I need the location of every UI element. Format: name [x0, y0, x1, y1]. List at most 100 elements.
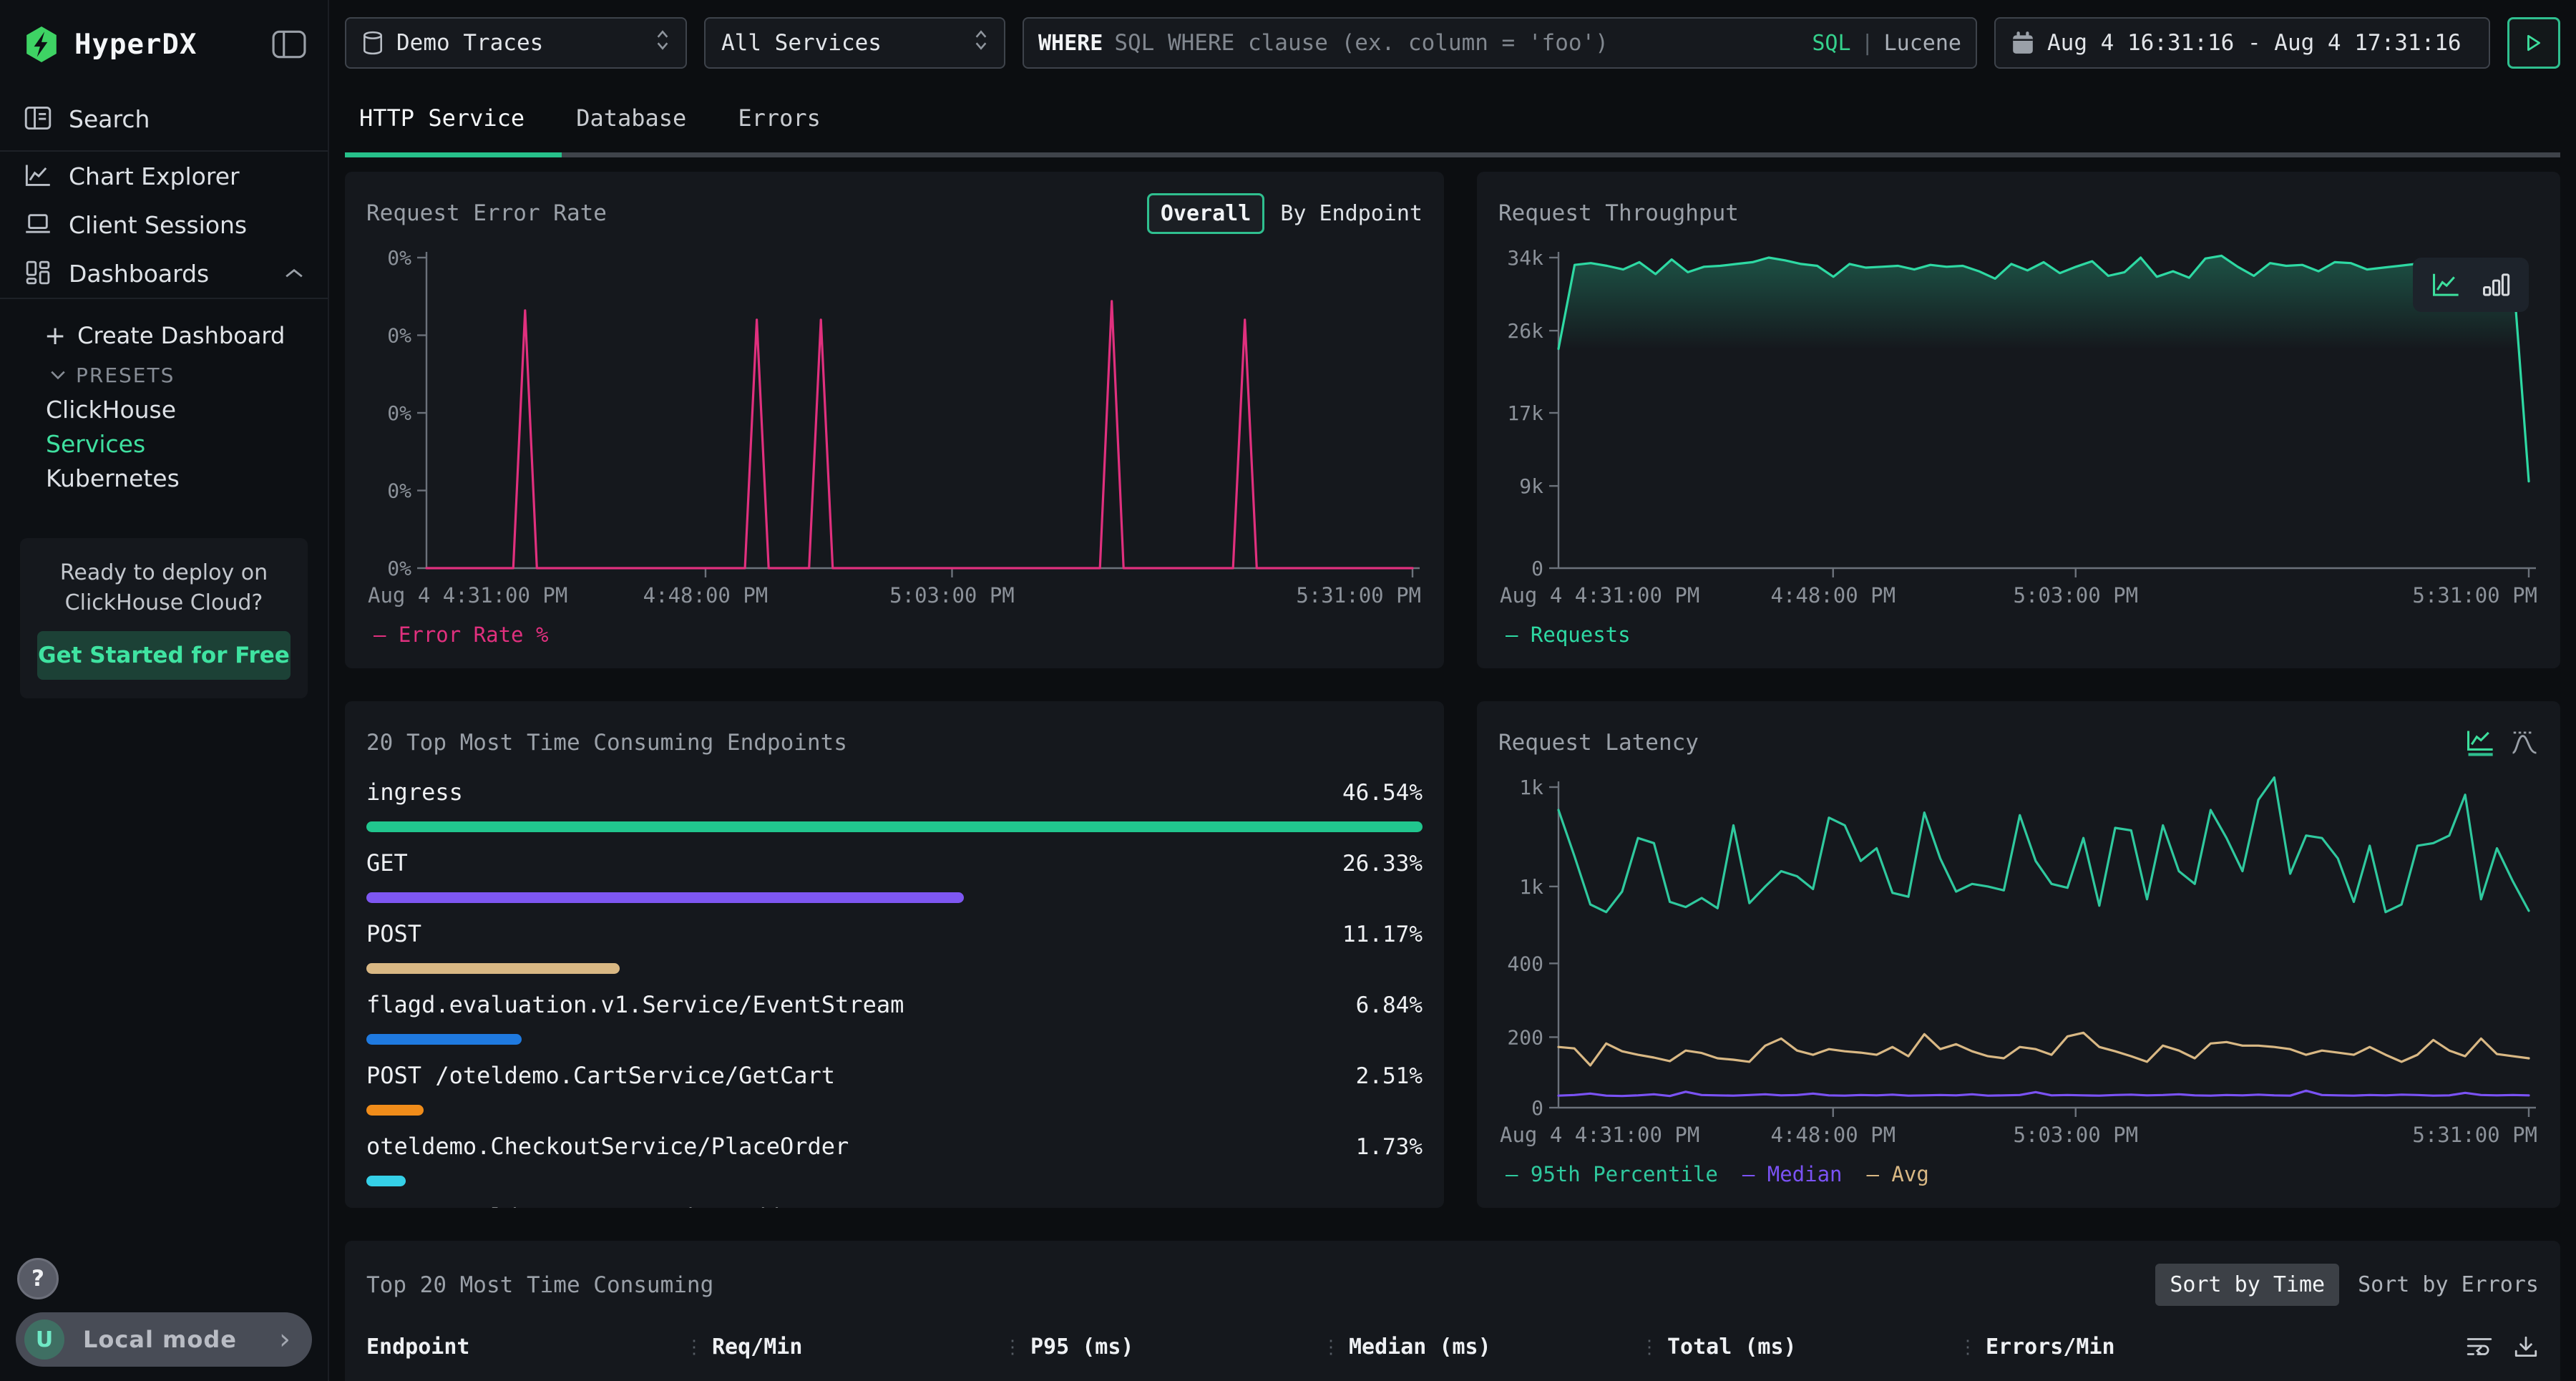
svg-text:5:31:00 PM: 5:31:00 PM: [1296, 583, 1421, 607]
play-icon: [2526, 34, 2542, 52]
query-language-toggle: SQL | Lucene: [1812, 31, 1961, 56]
tab-errors[interactable]: Errors: [723, 104, 858, 157]
column-drag-handle-icon: ⋮: [1958, 1337, 1977, 1358]
endpoint-row[interactable]: oteldemo.CheckoutService/PlaceOrder1.73%: [366, 1133, 1423, 1186]
preset-label: ClickHouse: [46, 396, 176, 424]
calendar-icon: [2011, 31, 2034, 55]
topbar: Demo Traces All Services WHERE SQL | Luc…: [329, 0, 2576, 86]
line-chart-icon[interactable]: [2466, 729, 2494, 756]
histogram-icon[interactable]: [2510, 730, 2539, 756]
latency-legend: — 95th Percentile— Median— Avg: [1498, 1149, 2539, 1186]
toggle-separator: |: [1861, 31, 1874, 56]
svg-text:Aug 4 4:31:00 PM: Aug 4 4:31:00 PM: [1500, 583, 1699, 607]
endpoint-label: oteldemo.CheckoutService/PlaceOrder: [366, 1133, 849, 1160]
latency-plot: 1k1k4002000Aug 4 4:31:00 PM4:48:00 PM5:0…: [1498, 774, 2539, 1149]
column-label: Median (ms): [1349, 1334, 1491, 1360]
by-endpoint-toggle-button[interactable]: By Endpoint: [1280, 201, 1423, 226]
endpoint-row[interactable]: flagd.evaluation.v1.Service/EventStream6…: [366, 991, 1423, 1045]
error-rate-legend: — Error Rate %: [366, 610, 1423, 647]
svg-text:5:31:00 PM: 5:31:00 PM: [2412, 1123, 2537, 1147]
promo-text-line2: ClickHouse Cloud?: [37, 588, 291, 618]
sidebar-item-label: Search: [69, 105, 150, 133]
sidebar-item-services[interactable]: Services: [0, 426, 328, 461]
overall-toggle-button[interactable]: Overall: [1147, 193, 1264, 234]
get-started-button[interactable]: Get Started for Free: [37, 631, 291, 680]
bar-chart-icon[interactable]: [2482, 272, 2510, 298]
lucene-toggle[interactable]: Lucene: [1884, 31, 1961, 56]
svg-text:4:48:00 PM: 4:48:00 PM: [643, 583, 769, 607]
user-menu[interactable]: U Local mode ›: [16, 1312, 312, 1367]
service-select-value: All Services: [721, 30, 882, 56]
latency-chart[interactable]: 1k1k4002000Aug 4 4:31:00 PM4:48:00 PM5:0…: [1498, 774, 2539, 1149]
help-button[interactable]: ?: [17, 1258, 59, 1299]
svg-text:0%: 0%: [387, 401, 411, 425]
svg-text:0%: 0%: [387, 479, 411, 503]
column-label: Endpoint: [366, 1334, 470, 1360]
source-select[interactable]: Demo Traces: [345, 17, 687, 69]
table-column-header[interactable]: ⋮Req/Min: [685, 1334, 1003, 1360]
throughput-plot: 34k26k17k9k0Aug 4 4:31:00 PM4:48:00 PM5:…: [1498, 245, 2539, 610]
sort-by-errors-button[interactable]: Sort by Errors: [2358, 1272, 2539, 1297]
endpoint-percent: 26.33%: [1342, 851, 1423, 877]
endpoint-row[interactable]: ingress46.54%: [366, 779, 1423, 832]
download-icon[interactable]: [2513, 1335, 2539, 1360]
sidebar-item-chart-explorer[interactable]: Chart Explorer: [0, 152, 328, 200]
dashboards-sub-block: + Create Dashboard PRESETS ClickHouse Se…: [0, 299, 328, 495]
run-query-button[interactable]: [2507, 17, 2560, 69]
plus-icon: +: [44, 321, 66, 351]
line-chart-icon[interactable]: [2431, 272, 2460, 298]
table-column-header[interactable]: ⋮Total (ms): [1640, 1334, 1958, 1360]
table-column-header[interactable]: ⋮ Errors/Min: [1958, 1334, 2277, 1360]
table-column-header[interactable]: Endpoint: [366, 1334, 685, 1360]
svg-text:26k: 26k: [1507, 319, 1543, 343]
endpoint-row[interactable]: POST11.17%: [366, 920, 1423, 974]
panel-title: Request Latency: [1498, 730, 1699, 756]
select-chevrons-icon: [655, 29, 670, 57]
sidebar: HyperDX Search Chart Explorer C: [0, 0, 329, 1381]
presets-toggle[interactable]: PRESETS: [0, 358, 328, 392]
create-dashboard-button[interactable]: + Create Dashboard: [0, 313, 328, 358]
error_rate-plot: 0%0%0%0%0%Aug 4 4:31:00 PM4:48:00 PM5:03…: [366, 245, 1423, 610]
logo-row: HyperDX: [0, 0, 328, 87]
svg-text:5:03:00 PM: 5:03:00 PM: [2013, 1123, 2138, 1147]
column-drag-handle-icon: ⋮: [1640, 1337, 1659, 1358]
endpoint-bar: [366, 1034, 522, 1045]
throughput-chart[interactable]: 34k26k17k9k0Aug 4 4:31:00 PM4:48:00 PM5:…: [1498, 245, 2539, 610]
column-label: Errors/Min: [1986, 1334, 2115, 1360]
sidebar-item-search[interactable]: Search: [0, 87, 328, 150]
promo-text-line1: Ready to deploy on: [37, 558, 291, 588]
sidebar-item-kubernetes[interactable]: Kubernetes: [0, 461, 328, 495]
sort-by-time-button[interactable]: Sort by Time: [2155, 1264, 2339, 1306]
chart-type-toolbar: [2413, 258, 2529, 312]
panel-title: Request Error Rate: [366, 200, 607, 226]
endpoint-row[interactable]: GET26.33%: [366, 849, 1423, 903]
sql-toggle[interactable]: SQL: [1812, 31, 1850, 56]
sidebar-item-clickhouse[interactable]: ClickHouse: [0, 392, 328, 426]
service-select[interactable]: All Services: [704, 17, 1005, 69]
svg-text:0%: 0%: [387, 246, 411, 270]
error-rate-chart[interactable]: 0%0%0%0%0%Aug 4 4:31:00 PM4:48:00 PM5:03…: [366, 245, 1423, 610]
tab-bar: HTTP Service Database Errors: [329, 86, 2576, 157]
svg-text:5:03:00 PM: 5:03:00 PM: [889, 583, 1015, 607]
wrap-text-icon[interactable]: [2466, 1335, 2493, 1358]
endpoint-bar: [366, 1105, 424, 1116]
panel-title: Request Throughput: [1498, 200, 1739, 226]
tab-database[interactable]: Database: [562, 104, 723, 157]
svg-text:9k: 9k: [1519, 474, 1543, 498]
svg-text:Aug 4 4:31:00 PM: Aug 4 4:31:00 PM: [368, 583, 567, 607]
endpoint-row[interactable]: POST /oteldemo.CartService/AddItem1.23%: [366, 1204, 1423, 1208]
preset-label: Kubernetes: [46, 464, 180, 492]
where-input[interactable]: [1114, 30, 1800, 56]
table-column-header[interactable]: ⋮Median (ms): [1322, 1334, 1640, 1360]
endpoint-percent: 2.51%: [1356, 1063, 1423, 1089]
tab-http-service[interactable]: HTTP Service: [345, 104, 562, 157]
dashboard-content: Request Error Rate Overall By Endpoint 0…: [329, 157, 2576, 1381]
table-column-header[interactable]: ⋮P95 (ms): [1003, 1334, 1322, 1360]
dashboards-grid-icon: [24, 260, 52, 286]
sidebar-collapse-icon[interactable]: [272, 30, 306, 59]
legend-item: — Avg: [1867, 1162, 1929, 1186]
sidebar-item-client-sessions[interactable]: Client Sessions: [0, 200, 328, 249]
date-range-picker[interactable]: Aug 4 16:31:16 - Aug 4 17:31:16: [1994, 17, 2490, 69]
sidebar-item-dashboards[interactable]: Dashboards: [0, 249, 328, 298]
endpoint-row[interactable]: POST /oteldemo.CartService/GetCart2.51%: [366, 1062, 1423, 1116]
